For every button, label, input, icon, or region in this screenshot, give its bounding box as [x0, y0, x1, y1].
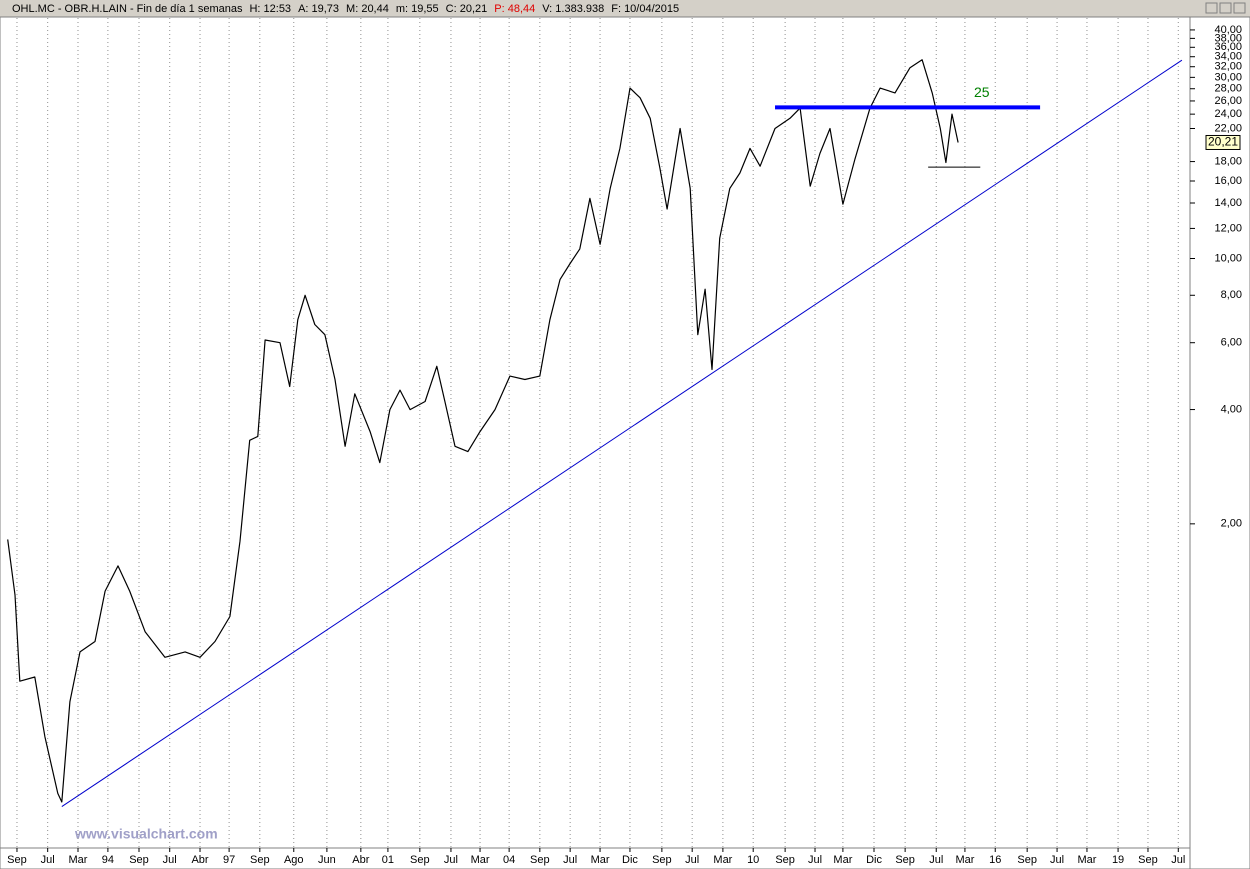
x-tick-label: Sep [1138, 854, 1158, 866]
x-tick-label: Jul [163, 854, 177, 866]
x-tick-label: Mar [471, 854, 490, 866]
y-tick-label: 30,00 [1214, 71, 1242, 83]
x-tick-label: 19 [1112, 854, 1124, 866]
y-tick-label: 12,00 [1214, 222, 1242, 234]
header-item: C: 20,21 [446, 3, 488, 15]
y-tick-label: 18,00 [1214, 155, 1242, 167]
y-axis-area [1189, 16, 1250, 869]
x-tick-label: Jul [444, 854, 458, 866]
header-info: OHL.MC - OBR.H.LAIN - Fin de día 1 seman… [12, 3, 679, 15]
y-tick-label: 16,00 [1214, 175, 1242, 187]
x-tick-label: Mar [591, 854, 610, 866]
minimize-button[interactable] [1205, 2, 1218, 14]
x-tick-label: Sep [129, 854, 149, 866]
price-line [7, 59, 959, 803]
x-tick-label: Jul [41, 854, 55, 866]
x-tick-label: Sep [652, 854, 672, 866]
x-tick-label: Mar [713, 854, 732, 866]
header-item: A: 19,73 [298, 3, 339, 15]
y-tick-label: 34,00 [1214, 51, 1242, 63]
x-tick-label: Dic [866, 854, 882, 866]
x-tick-label: Abr [191, 854, 208, 866]
x-tick-label: 16 [989, 854, 1001, 866]
x-tick-label: Mar [833, 854, 852, 866]
x-tick-label: Mar [955, 854, 974, 866]
y-tick-label: 28,00 [1214, 83, 1242, 95]
last-price-label: 20,21 [1208, 135, 1238, 149]
y-tick-label: 14,00 [1214, 197, 1242, 209]
y-tick-label: 38,00 [1214, 32, 1242, 44]
header-item: m: 19,55 [396, 3, 439, 15]
window-buttons [1205, 2, 1246, 14]
x-axis-area [0, 847, 1191, 869]
x-tick-label: 10 [747, 854, 759, 866]
x-tick-label: Mar [69, 854, 88, 866]
last-price-box [1205, 134, 1241, 150]
x-tick-label: Dic [622, 854, 638, 866]
x-tick-label: Jul [685, 854, 699, 866]
y-tick-label: 40,00 [1214, 24, 1242, 36]
y-tick-label: 26,00 [1214, 95, 1242, 107]
y-tick-label: 2,00 [1221, 518, 1242, 530]
y-tick-label: 24,00 [1214, 108, 1242, 120]
y-tick-label: 4,00 [1221, 403, 1242, 415]
x-tick-label: Jul [1050, 854, 1064, 866]
x-tick-label: Sep [250, 854, 270, 866]
x-tick-label: Sep [1017, 854, 1037, 866]
x-tick-label: Mar [1077, 854, 1096, 866]
y-tick-label: 6,00 [1221, 337, 1242, 349]
x-tick-label: 94 [102, 854, 114, 866]
header-bar [0, 0, 1250, 17]
x-tick-label: 04 [503, 854, 515, 866]
x-tick-label: Jul [563, 854, 577, 866]
header-item: F: 10/04/2015 [611, 3, 679, 15]
plot-area [0, 16, 1191, 849]
x-tick-label: Jul [1171, 854, 1185, 866]
x-tick-label: Abr [352, 854, 369, 866]
y-tick-label: 32,00 [1214, 61, 1242, 73]
x-tick-label: 01 [382, 854, 394, 866]
header-item: P: 48,44 [494, 3, 535, 15]
x-tick-label: Jun [318, 854, 336, 866]
y-tick-label: 36,00 [1214, 41, 1242, 53]
x-tick-label: Sep [530, 854, 550, 866]
header-item: OHL.MC - OBR.H.LAIN - Fin de día 1 seman… [12, 3, 243, 15]
x-tick-label: Sep [895, 854, 915, 866]
watermark: www.visualchart.com [74, 826, 218, 842]
header-item: H: 12:53 [249, 3, 291, 15]
x-tick-label: Sep [7, 854, 27, 866]
y-tick-label: 10,00 [1214, 252, 1242, 264]
header-item: M: 20,44 [346, 3, 389, 15]
resistance-label: 25 [974, 84, 990, 100]
trendline [61, 59, 1183, 807]
x-tick-label: 97 [223, 854, 235, 866]
header-item: V: 1.383.938 [542, 3, 604, 15]
maximize-button[interactable] [1219, 2, 1232, 14]
x-tick-label: Ago [284, 854, 304, 866]
close-button[interactable] [1233, 2, 1246, 14]
x-tick-label: Jul [929, 854, 943, 866]
x-tick-label: Jul [808, 854, 822, 866]
y-tick-label: 8,00 [1221, 289, 1242, 301]
y-tick-label: 22,00 [1214, 122, 1242, 134]
x-tick-label: Sep [410, 854, 430, 866]
x-tick-label: Sep [775, 854, 795, 866]
